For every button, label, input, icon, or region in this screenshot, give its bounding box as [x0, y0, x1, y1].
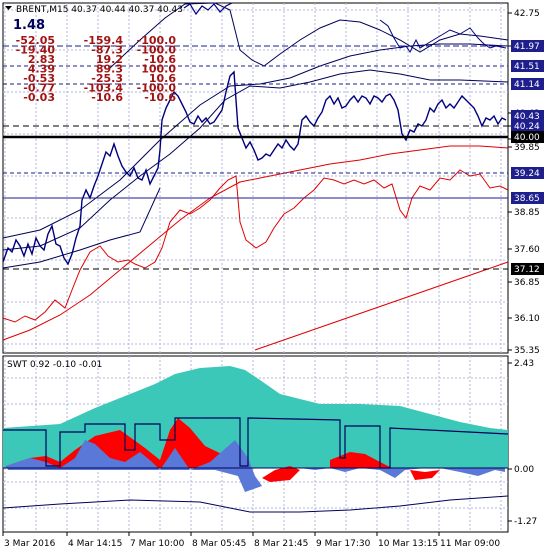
price-line	[2, 70, 507, 266]
price-tag	[511, 110, 544, 122]
price-tag	[511, 78, 544, 90]
swt-histogram-red-4	[410, 470, 440, 480]
time-axis: 3 Mar 2016 4 Mar 14:15 7 Mar 10:00 8 Mar 05…	[2, 532, 500, 549]
price-tag-label: 40.43	[514, 112, 540, 122]
swt-histogram-blue	[6, 440, 262, 492]
time-tick-label: 9 Mar 17:30	[316, 539, 371, 549]
indicator-axis: 2.43 0.00 -1.27	[508, 359, 537, 527]
swt-histogram-blue-2	[300, 468, 505, 478]
overlay-cell: -25.3	[91, 72, 123, 85]
chart-symbol-label: BRENT,M15 40.37 40.44 40.37 40.43	[16, 5, 183, 15]
overlay-cell: 4.39	[28, 63, 55, 76]
chart-header: BRENT,M15 40.37 40.44 40.37 40.43 1.48	[5, 5, 183, 33]
overlay-cell: -0.03	[23, 91, 55, 104]
indicator-label: SWT 0.92 -0.10 -0.01	[7, 360, 102, 370]
price-tag	[511, 131, 544, 143]
price-line-top	[183, 2, 233, 16]
price-tag-label: 41.14	[514, 80, 540, 90]
indicator-tick-label: 0.00	[514, 465, 534, 475]
price-tick-label: 39.85	[514, 143, 540, 153]
navy-ma-2	[2, 69, 509, 251]
price-tick-label: 37.60	[514, 245, 540, 255]
price-tick-label: 35.35	[514, 346, 540, 356]
swt-signal-line	[3, 417, 509, 469]
chart-value-label: 1.48	[13, 18, 45, 33]
indicator-tick-label: -1.27	[514, 517, 537, 527]
overlay-cell: 19.2	[96, 53, 123, 66]
price-tag	[511, 60, 544, 72]
trend-line	[254, 261, 509, 351]
price-tag	[511, 167, 544, 179]
overlay-table: -52.05 -159.4 -100.0 -19.40 -87.3 -100.0 2.83 1…	[16, 34, 177, 104]
overlay-cell: -10.6	[144, 53, 176, 66]
time-tick-label: 4 Mar 14:15	[68, 539, 122, 549]
swt-histogram-red-2	[262, 466, 300, 482]
red-ma-slow	[2, 145, 509, 341]
overlay-cell: 10.6	[149, 72, 176, 85]
price-tag	[511, 263, 544, 275]
price-tag-label: 40.24	[514, 122, 540, 132]
time-tick-label: 11 Mar 09:00	[440, 539, 500, 549]
price-tick-label: 42.75	[514, 9, 540, 19]
overlay-cell: -87.3	[91, 44, 123, 57]
red-ma-fast	[2, 169, 509, 323]
time-tick-label: 8 Mar 05:45	[192, 539, 246, 549]
price-series	[2, 2, 509, 351]
price-tick-label: 36.85	[514, 278, 540, 288]
price-panel[interactable]	[2, 2, 509, 354]
time-tick-label: 8 Mar 21:45	[254, 539, 308, 549]
price-tag	[511, 192, 544, 204]
overlay-cell: -10.6	[144, 91, 176, 104]
navy-upper-band	[109, 2, 509, 69]
overlay-cell: -159.4	[84, 34, 124, 47]
price-tag-label: 40.00	[514, 133, 540, 143]
price-tag-label: 38.65	[514, 194, 540, 204]
swt-indicator	[2, 366, 509, 513]
price-tag	[511, 40, 544, 52]
overlay-cell: -10.6	[91, 91, 123, 104]
overlay-cell: -0.53	[23, 72, 55, 85]
overlay-cell: -100.0	[137, 34, 177, 47]
time-tick-label: 10 Mar 13:15	[378, 539, 438, 549]
price-tag	[511, 120, 544, 132]
navy-lower-band	[2, 187, 161, 269]
overlay-cell: -52.05	[16, 34, 55, 47]
price-tag-label: 39.24	[514, 169, 540, 179]
price-tag-label: 41.51	[514, 62, 540, 72]
overlay-cell: -100.0	[137, 44, 177, 57]
dropdown-triangle-icon[interactable]	[5, 6, 12, 10]
time-tick-label: 3 Mar 2016	[4, 539, 56, 549]
overlay-cell: -100.0	[137, 82, 177, 95]
price-tag-label: 41.97	[514, 42, 540, 52]
price-tick-label: 36.10	[514, 314, 540, 324]
overlay-cell: 2.83	[28, 53, 55, 66]
overlay-cell: 89.3	[96, 63, 123, 76]
indicator-tick-label: 2.43	[514, 359, 534, 369]
overlay-cell: -103.4	[84, 82, 124, 95]
overlay-cell: -19.40	[16, 44, 56, 57]
price-tick-label: 38.85	[514, 208, 540, 218]
time-tick-label: 7 Mar 10:00	[130, 539, 185, 549]
price-tag-label: 37.12	[514, 265, 540, 275]
overlay-cell: 100.0	[141, 63, 176, 76]
overlay-cell: -0.77	[23, 82, 55, 95]
level-lines	[3, 45, 508, 270]
swt-lower-band	[2, 495, 509, 513]
swt-histogram-red	[6, 418, 248, 468]
